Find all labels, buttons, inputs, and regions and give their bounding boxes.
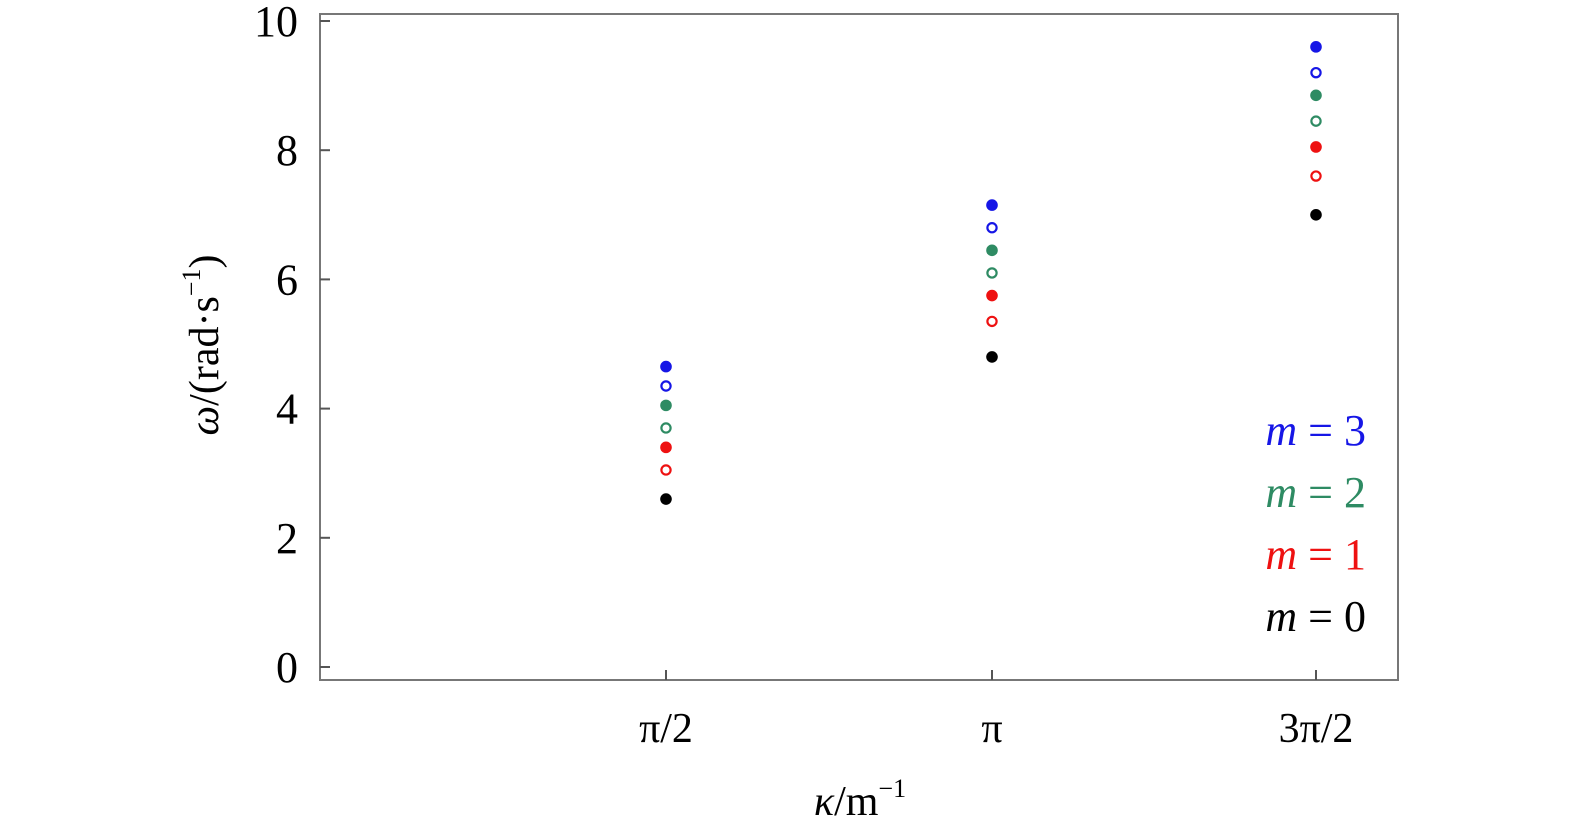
data-point <box>1310 66 1322 79</box>
data-point <box>1310 209 1322 221</box>
data-point <box>986 289 998 302</box>
legend-value: = 2 <box>1297 468 1366 517</box>
y-tick-label: 4 <box>276 385 298 434</box>
data-point <box>660 380 672 392</box>
x-axis-unit-exponent: −1 <box>878 774 906 803</box>
legend-value: = 1 <box>1297 530 1366 579</box>
data-point <box>986 315 998 328</box>
plot-frame <box>319 13 1399 681</box>
x-tick-label: π/2 <box>639 706 693 752</box>
y-axis-symbol: ω <box>182 406 228 436</box>
legend-entry: m = 1 <box>1265 530 1366 579</box>
data-point <box>1310 141 1322 153</box>
x-tick-label: π <box>981 706 1002 752</box>
data-point <box>660 422 672 434</box>
y-axis-title: ω/(rad·s−1) <box>177 255 228 436</box>
y-axis-close-paren: ) <box>182 255 228 269</box>
data-point <box>660 360 672 373</box>
legend-entry: m = 2 <box>1265 468 1366 517</box>
data-points <box>660 41 1322 505</box>
legend-variable: m <box>1265 530 1297 579</box>
data-point <box>986 351 998 363</box>
y-tick-label: 10 <box>254 0 298 46</box>
data-point <box>660 399 672 412</box>
data-point <box>986 244 998 257</box>
y-axis-unit-exponent: −1 <box>177 269 206 297</box>
legend-value: = 3 <box>1297 406 1366 455</box>
y-axis: 0 2 4 6 8 10 <box>254 0 330 692</box>
x-axis: π/2 π 3π/2 <box>639 670 1353 752</box>
legend-variable: m <box>1265 592 1297 641</box>
data-point <box>1310 41 1322 53</box>
y-axis-unit: /(rad·s <box>182 296 228 406</box>
y-tick-label: 0 <box>276 643 298 692</box>
legend: m = 3m = 2m = 1m = 0 <box>1265 406 1366 641</box>
data-point <box>660 493 672 505</box>
legend-variable: m <box>1265 468 1297 517</box>
legend-entry: m = 0 <box>1265 592 1366 641</box>
legend-entry: m = 3 <box>1265 406 1366 455</box>
x-axis-symbol: κ <box>814 779 835 825</box>
x-tick-label: 3π/2 <box>1279 706 1354 752</box>
data-point <box>986 222 998 234</box>
legend-value: = 0 <box>1297 592 1366 641</box>
y-tick-label: 6 <box>276 255 298 304</box>
data-point <box>986 267 998 279</box>
data-point <box>660 441 672 454</box>
y-tick-label: 2 <box>276 514 298 563</box>
x-axis-unit: /m <box>834 779 879 825</box>
y-tick-label: 8 <box>276 126 298 175</box>
data-point <box>1310 89 1322 102</box>
data-point <box>660 464 672 476</box>
data-point <box>1310 170 1322 182</box>
legend-variable: m <box>1265 406 1297 455</box>
data-point <box>1310 115 1322 127</box>
x-axis-title: κ/m−1 <box>814 774 906 825</box>
data-point <box>986 199 998 211</box>
